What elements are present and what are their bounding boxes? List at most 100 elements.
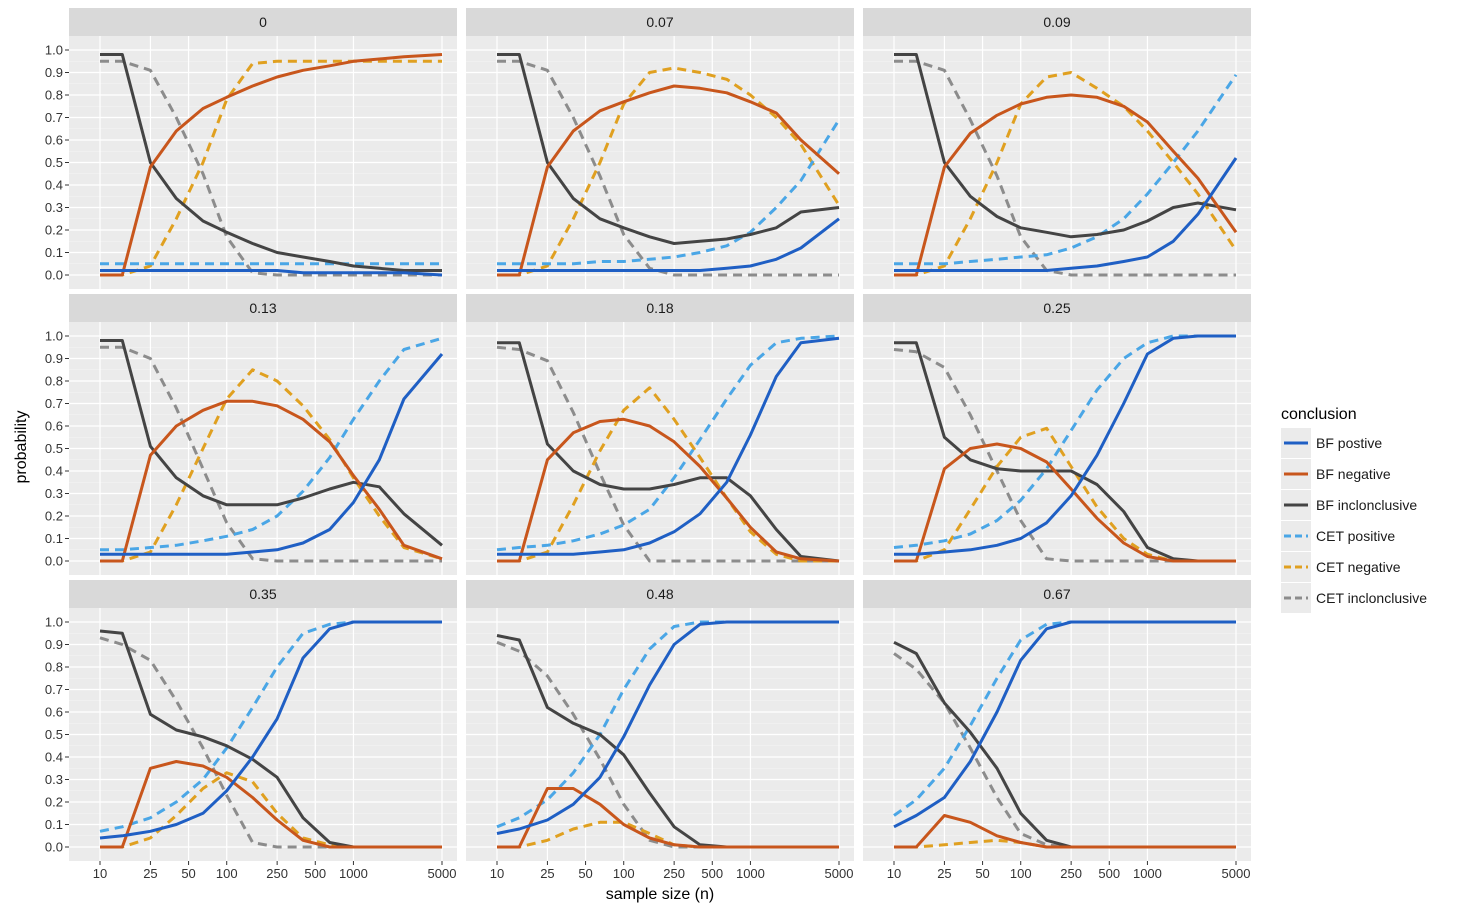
facet-panel-0-18: 0.18 [466, 294, 854, 575]
series-line-bf-pos [100, 353, 444, 556]
facet-strip-label: 0.48 [646, 586, 673, 602]
facet-panel-0-35: 0.35 0.0 0.1 0.2 0.3 0.4 0.5 0.6 0.7 0.8 0.9 1.0 10 2… [45, 580, 457, 881]
x-tick-label: 25 [937, 866, 951, 881]
x-tick-label: 5000 [428, 866, 457, 881]
x-tick-label: 50 [975, 866, 989, 881]
series-line-bf-inc [100, 53, 442, 272]
series-line-cet-neg [100, 368, 443, 563]
legend-item-bf-neg: BF negative [1281, 459, 1391, 489]
y-tick-label: 1.0 [45, 615, 63, 630]
x-tick-label: 25 [540, 866, 554, 881]
y-tick-label: 0.6 [45, 419, 63, 434]
series-line-cet-pos [497, 119, 841, 266]
series-line-bf-pos [893, 620, 1236, 829]
series-line-cet-pos [100, 336, 443, 552]
facet-panel-0-07: 0.07 [466, 8, 854, 289]
x-tick-label: 500 [1098, 866, 1120, 881]
x-tick-label: 5000 [825, 866, 854, 881]
y-tick-label: 0.0 [45, 268, 63, 283]
x-tick-label: 10 [93, 866, 107, 881]
facet-panels: 0 0.0 0.1 0.2 0.3 0.4 0.5 0.6 0.7 0.8 0.9 1.0 0.07 0.… [45, 8, 1251, 881]
x-tick-label: 250 [1060, 866, 1082, 881]
facet-strip-label: 0.67 [1043, 586, 1070, 602]
x-tick-label: 100 [1010, 866, 1032, 881]
y-tick-label: 0.7 [45, 110, 63, 125]
series-line-bf-pos [497, 217, 840, 272]
facet-strip-label: 0.25 [1043, 300, 1070, 316]
y-tick-label: 0.7 [45, 396, 63, 411]
series-line-bf-neg [894, 814, 1236, 849]
facet-strip-label: 0.13 [249, 300, 276, 316]
y-tick-label: 0.0 [45, 554, 63, 569]
series-line-bf-neg [100, 399, 443, 563]
legend-item-cet-pos: CET positive [1281, 521, 1395, 551]
series-line-bf-pos [100, 269, 443, 277]
series-line-cet-neg [497, 66, 841, 277]
y-tick-label: 0.4 [45, 464, 63, 479]
y-tick-label: 0.6 [45, 705, 63, 720]
facet-strip [863, 580, 1251, 608]
series-line-cet-neg [497, 386, 839, 563]
y-tick-label: 0.0 [45, 840, 63, 855]
y-tick-label: 0.8 [45, 374, 63, 389]
legend-label: CET inclonclusive [1316, 590, 1427, 606]
x-tick-label: 1000 [1133, 866, 1162, 881]
y-axis-title: probability [13, 411, 30, 484]
y-tick-label: 0.3 [45, 772, 63, 787]
series-line-bf-pos [894, 157, 1238, 272]
series-line-bf-pos [99, 620, 442, 840]
x-tick-label: 500 [701, 866, 723, 881]
x-tick-label: 1000 [339, 866, 368, 881]
y-tick-label: 0.1 [45, 817, 63, 832]
legend-label: BF postive [1316, 435, 1382, 451]
facet-strip-label: 0.18 [646, 300, 673, 316]
y-tick-label: 0.2 [45, 509, 63, 524]
series-line-bf-pos [894, 334, 1236, 556]
series-line-bf-neg [497, 417, 840, 563]
facet-strip [466, 294, 854, 322]
series-line-cet-pos [496, 620, 839, 829]
y-tick-label: 0.3 [45, 200, 63, 215]
x-tick-label: 500 [304, 866, 326, 881]
series-line-bf-neg [497, 84, 840, 277]
y-tick-label: 1.0 [45, 43, 63, 58]
series-line-bf-neg [894, 442, 1236, 563]
x-tick-label: 100 [216, 866, 238, 881]
x-tick-label: 50 [181, 866, 195, 881]
facet-strip-label: 0.07 [646, 14, 673, 30]
y-tick-label: 0.2 [45, 795, 63, 810]
legend-item-bf-pos: BF postive [1281, 428, 1382, 458]
facet-panel-0-09: 0.09 [863, 8, 1251, 289]
facet-strip [69, 8, 457, 36]
x-tick-label: 10 [490, 866, 504, 881]
facet-strip [466, 580, 854, 608]
facet-strip [466, 8, 854, 36]
y-tick-label: 0.7 [45, 682, 63, 697]
series-line-cet-inc [496, 345, 839, 563]
series-line-bf-neg [100, 53, 443, 277]
y-tick-label: 0.5 [45, 441, 63, 456]
legend-item-bf-inc: BF inclonclusive [1281, 490, 1417, 520]
series-line-bf-inc [497, 53, 840, 245]
y-tick-label: 0.8 [45, 88, 63, 103]
facet-panel-0-13: 0.13 0.0 0.1 0.2 0.3 0.4 0.5 0.6 0.7 0.8 0.9 1.0 [45, 294, 457, 575]
series-line-bf-pos [497, 336, 840, 556]
x-tick-label: 50 [578, 866, 592, 881]
series-line-cet-neg [497, 820, 839, 849]
facet-panel-0-67: 0.67 10 25 50 100 250 500 1000 5000 [863, 580, 1251, 881]
legend: conclusion BF postive BF negative BF inclo… [1281, 406, 1427, 613]
legend-label: CET positive [1316, 528, 1395, 544]
x-tick-label: 250 [266, 866, 288, 881]
y-tick-label: 0.4 [45, 750, 63, 765]
series-line-bf-neg [100, 760, 442, 849]
y-tick-label: 0.3 [45, 486, 63, 501]
y-tick-label: 0.4 [45, 178, 63, 193]
y-tick-label: 0.9 [45, 65, 63, 80]
facet-panel-0: 0 0.0 0.1 0.2 0.3 0.4 0.5 0.6 0.7 0.8 0.9 1.0 [45, 8, 457, 289]
series-line-cet-pos [496, 334, 840, 552]
series-line-bf-inc [894, 53, 1237, 239]
series-line-cet-inc [894, 59, 1236, 277]
series-line-bf-inc [497, 341, 840, 563]
